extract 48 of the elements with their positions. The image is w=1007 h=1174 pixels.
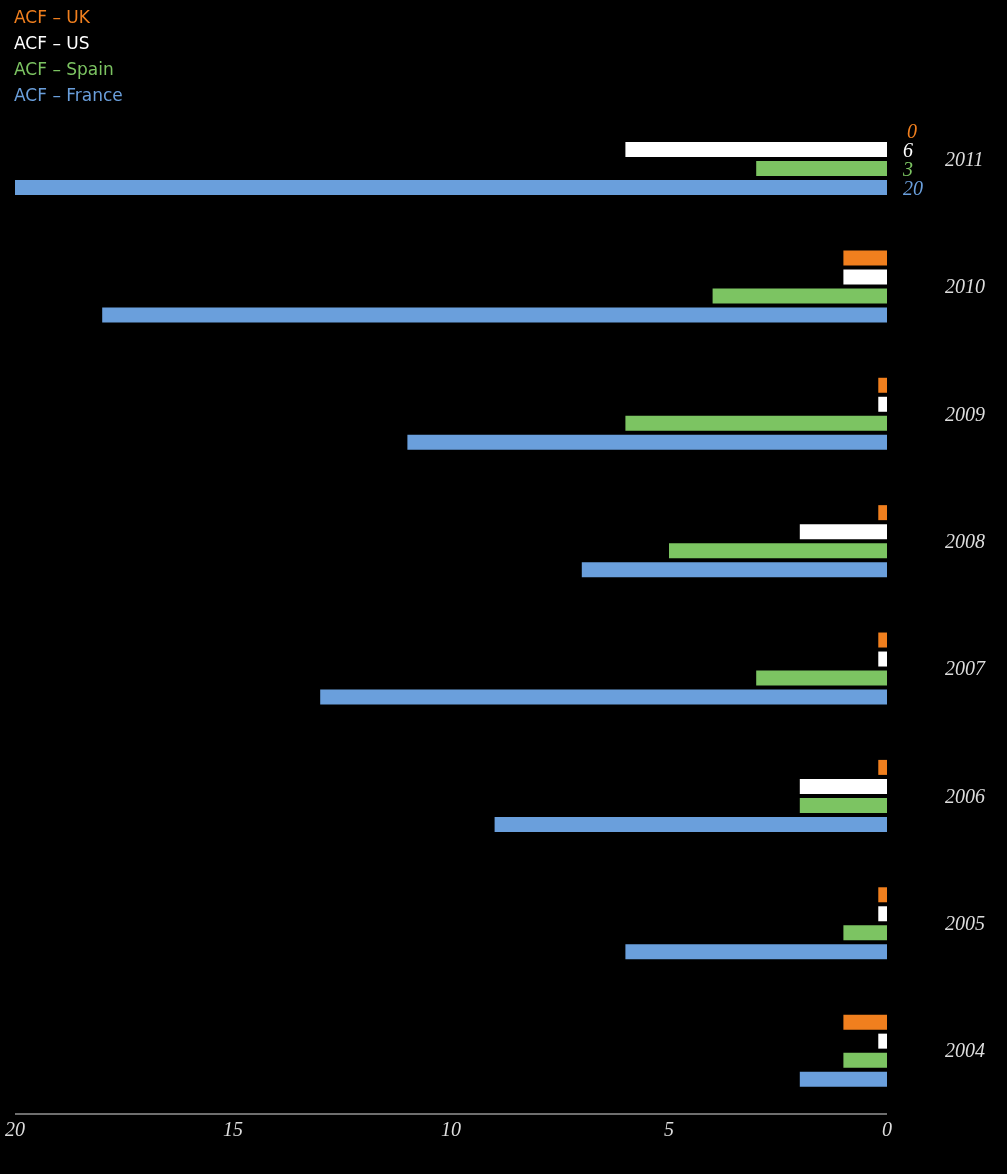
y-tick-label: 2010 [945, 275, 985, 298]
bar [494, 816, 887, 832]
text: ACF – Spain [14, 58, 115, 81]
bar [878, 759, 887, 775]
bar [878, 396, 887, 412]
bar [799, 524, 887, 540]
bar [878, 377, 887, 393]
y-tick-label: 2009 [945, 402, 985, 425]
bar [625, 142, 887, 158]
bar [581, 562, 887, 578]
text: ACF – UK [14, 6, 91, 29]
bar [843, 925, 887, 941]
bar [878, 651, 887, 667]
bar [407, 434, 887, 450]
bar [878, 906, 887, 922]
x-tick-label: 15 [223, 1118, 243, 1141]
bar [878, 505, 887, 521]
y-tick-label: 2008 [945, 529, 985, 552]
bar [756, 670, 887, 686]
bar [15, 180, 887, 196]
bar [625, 415, 887, 431]
bar [799, 778, 887, 794]
bar [878, 632, 887, 648]
y-tick-label: 2005 [945, 912, 985, 935]
y-tick-label: 2004 [945, 1039, 985, 1062]
bar [878, 887, 887, 903]
bar [843, 250, 887, 266]
bar [843, 269, 887, 285]
bar [712, 288, 887, 304]
x-tick-label: 20 [5, 1118, 25, 1141]
bar [102, 307, 887, 323]
bar [843, 1052, 887, 1068]
bar [799, 1071, 887, 1087]
bar [669, 543, 887, 559]
bar [625, 944, 887, 960]
x-tick-label: 0 [882, 1118, 892, 1141]
x-tick-label: 10 [441, 1118, 461, 1141]
text: ACF – US [14, 32, 91, 55]
y-tick-label: 2011 [945, 147, 984, 170]
bar [878, 1033, 887, 1049]
bar [799, 797, 887, 813]
y-tick-label: 2006 [945, 784, 985, 807]
bar [843, 1014, 887, 1030]
x-tick-label: 5 [664, 1118, 674, 1141]
y-tick-label: 2007 [945, 657, 986, 680]
bar [756, 161, 887, 177]
bar [320, 689, 887, 705]
text: ACF – France [14, 84, 123, 107]
